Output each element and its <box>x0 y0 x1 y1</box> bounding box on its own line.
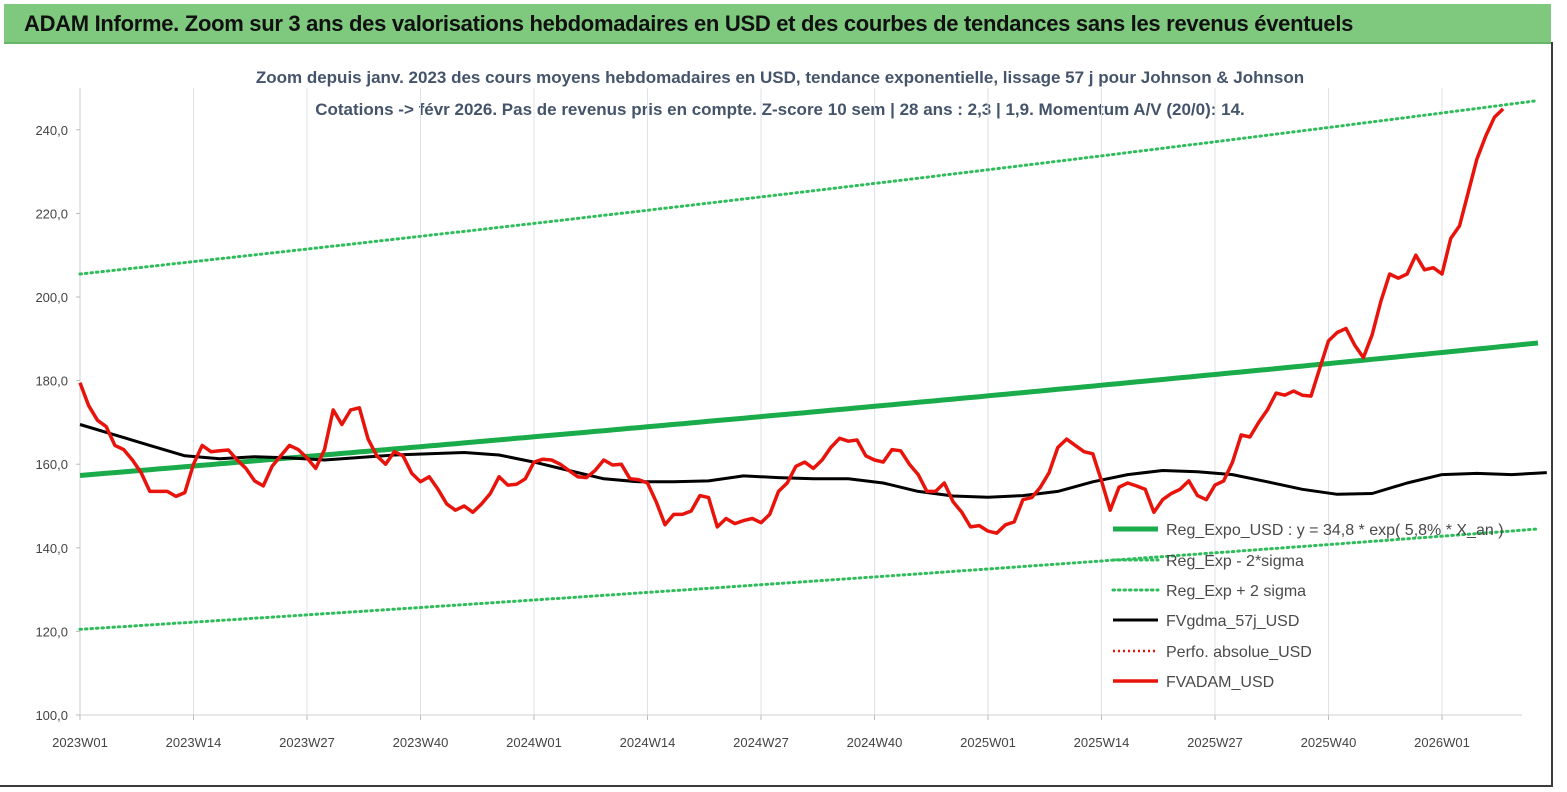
x-tick-label: 2024W01 <box>506 735 562 750</box>
y-tick-label: 100,0 <box>35 708 68 723</box>
legend-label: FVADAM_USD <box>1166 674 1274 691</box>
legend-label: Reg_Expo_USD : y = 34,8 * exp( 5,8% * X_… <box>1166 522 1504 539</box>
x-tick-label: 2023W27 <box>279 735 335 750</box>
chart-frame <box>0 42 1553 787</box>
x-tick-label: 2024W40 <box>847 735 903 750</box>
legend-label: Reg_Exp + 2 sigma <box>1166 583 1306 600</box>
x-tick-label: 2025W14 <box>1074 735 1130 750</box>
x-tick-label: 2024W14 <box>620 735 676 750</box>
grid-lines <box>79 88 1443 715</box>
x-tick-label: 2025W01 <box>960 735 1016 750</box>
series-lower-band <box>78 527 1540 631</box>
chart-subtitle: Cotations -> févr 2026. Pas de revenus p… <box>315 100 1245 119</box>
series-adam-price <box>78 107 1505 535</box>
y-tick-label: 120,0 <box>35 624 68 639</box>
x-tick-label: 2023W14 <box>166 735 222 750</box>
series-exp-trend <box>79 340 1539 478</box>
y-tick-label: 240,0 <box>35 123 68 138</box>
y-tick-label: 220,0 <box>35 206 68 221</box>
y-tick-label: 180,0 <box>35 374 68 389</box>
x-tick-label: 2025W40 <box>1301 735 1357 750</box>
report-banner: ADAM Informe. Zoom sur 3 ans des valoris… <box>4 4 1551 44</box>
chart-title: Zoom depuis janv. 2023 des cours moyens … <box>256 68 1304 87</box>
axes: 2023W01 2023W14 2023W27 2023W40 2024W01 2024W… <box>35 88 1522 750</box>
y-tick-label: 200,0 <box>35 290 68 305</box>
legend-label: FVgdma_57j_USD <box>1166 613 1299 630</box>
report-title: ADAM Informe. Zoom sur 3 ans des valoris… <box>24 11 1354 36</box>
x-tick-label: 2024W27 <box>733 735 789 750</box>
series-upper-band <box>78 99 1540 276</box>
x-tick-label: 2023W01 <box>52 735 108 750</box>
y-tick-label: 140,0 <box>35 541 68 556</box>
legend: Reg_Expo_USD : y = 34,8 * exp( 5,8% * X_… <box>1111 522 1504 691</box>
legend-label: Perfo. absolue_USD <box>1166 644 1312 661</box>
x-tick-label: 2026W01 <box>1414 735 1470 750</box>
y-tick-label: 160,0 <box>35 457 68 472</box>
series-layer <box>78 99 1547 631</box>
legend-label: Reg_Exp - 2*sigma <box>1166 553 1304 570</box>
series-smoothed-57j <box>79 423 1547 499</box>
x-tick-label: 2023W40 <box>393 735 449 750</box>
x-tick-label: 2025W27 <box>1187 735 1243 750</box>
